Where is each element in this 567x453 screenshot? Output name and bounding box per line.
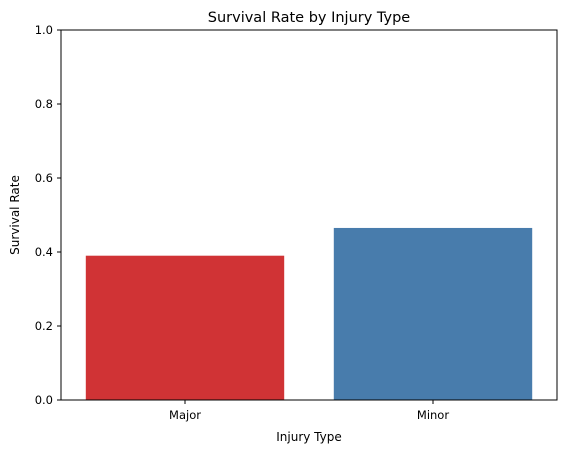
y-axis-label: Survival Rate [8, 175, 22, 255]
bar-minor [333, 227, 533, 400]
x-axis-ticks: Major Minor [169, 400, 449, 422]
y-tick-label: 0.4 [35, 245, 53, 259]
y-tick-label: 0.6 [35, 171, 53, 185]
y-tick-label: 0.8 [35, 97, 53, 111]
y-tick-label: 1.0 [35, 23, 53, 37]
plot-frame [60, 29, 558, 401]
y-axis-ticks: 0.0 0.2 0.4 0.6 0.8 1.0 [35, 23, 61, 407]
x-tick-label: Major [169, 408, 201, 422]
bar-major [85, 255, 285, 400]
x-axis-label: Injury Type [276, 430, 342, 444]
chart-title: Survival Rate by Injury Type [208, 10, 411, 26]
y-tick-label: 0.0 [35, 393, 53, 407]
bars-group [85, 227, 533, 400]
y-tick-label: 0.2 [35, 319, 53, 333]
x-tick-label: Minor [417, 408, 449, 422]
